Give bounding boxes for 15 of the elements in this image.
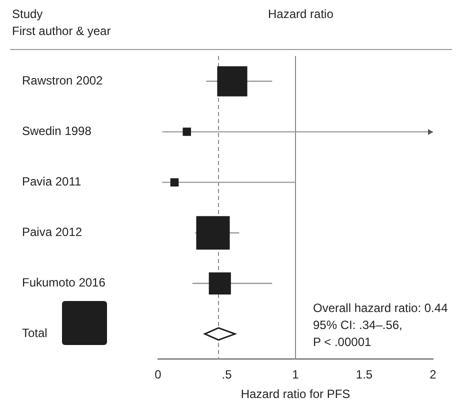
x-tick-label: 0 — [154, 368, 162, 382]
y-tick-label: Fukumoto 2016 — [22, 276, 106, 290]
x-tick-label: 1 — [292, 368, 300, 382]
annotation: Overall hazard ratio: 0.44 95% CI: .34–.56, P < .00001 — [313, 300, 448, 351]
x-axis-title: Hazard ratio for PFS — [240, 387, 350, 402]
x-tick-label: .5 — [222, 368, 232, 382]
y-tick-label: Rawstron 2002 — [22, 74, 104, 88]
y-tick-label: Swedin 1998 — [22, 124, 92, 138]
y-axis-title: Study First author & year — [12, 6, 111, 40]
x-tick-label: 2 — [430, 368, 437, 382]
y-tick-label: Pavia 2011 — [22, 174, 82, 189]
y-tick-label: Total — [22, 326, 48, 340]
x-tick-label: 1.5 — [356, 368, 373, 382]
y-tick-label: Paiva 2012 — [22, 225, 82, 240]
chart-title: Hazard ratio — [268, 6, 334, 23]
